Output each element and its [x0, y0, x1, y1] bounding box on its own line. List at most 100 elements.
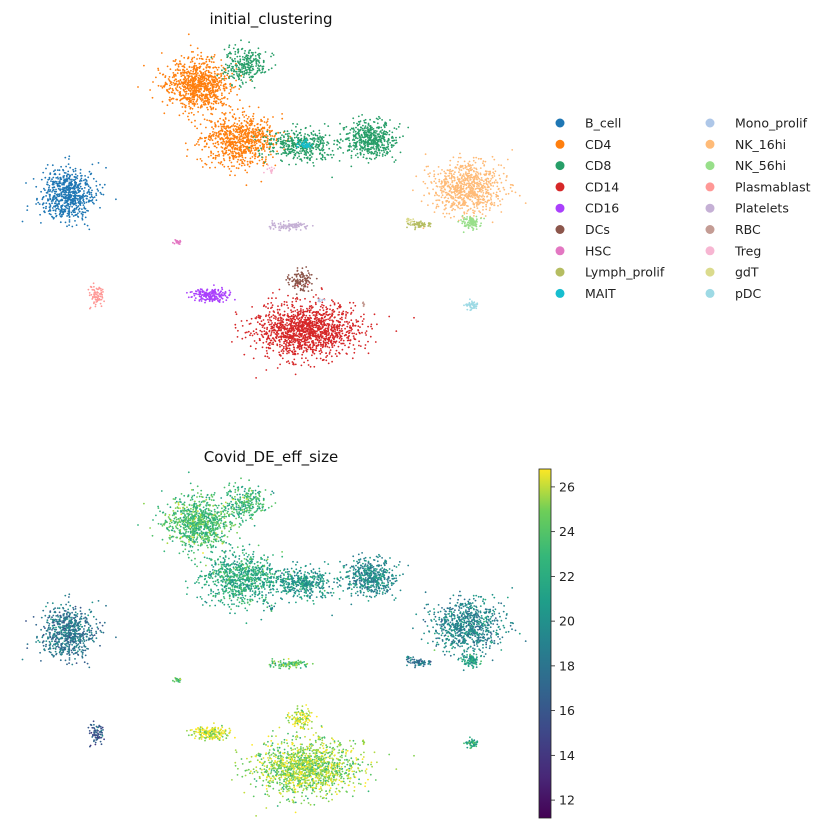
scatter-point [176, 72, 179, 74]
scatter-point [77, 188, 80, 191]
scatter-point [76, 206, 79, 208]
scatter-point [51, 191, 53, 193]
scatter-point [444, 183, 447, 186]
scatter-point [195, 65, 198, 67]
scatter-point [231, 109, 234, 111]
scatter-point [199, 158, 202, 160]
scatter-point [169, 96, 171, 99]
scatter-point [82, 200, 85, 203]
scatter-point [484, 215, 487, 217]
scatter-point [167, 78, 170, 80]
scatter-point [239, 74, 241, 77]
scatter-point [53, 190, 56, 193]
scatter-point [187, 74, 190, 77]
scatter-point [489, 180, 492, 182]
scatter-point [236, 74, 239, 77]
scatter-point [85, 197, 88, 200]
scatter-point [474, 161, 477, 164]
scatter-point [458, 167, 460, 170]
scatter-point [383, 144, 385, 147]
scatter-point [181, 74, 184, 77]
scatter-point [176, 89, 179, 92]
scatter-point [208, 58, 211, 61]
scatter-point [252, 330, 255, 333]
scatter-point [359, 152, 362, 155]
scatter-point [294, 310, 297, 312]
scatter-point [364, 144, 367, 147]
scatter-point [262, 164, 265, 167]
scatter-point [65, 206, 67, 209]
scatter-point [363, 153, 365, 156]
scatter-point [410, 224, 412, 226]
scatter-point [454, 194, 457, 197]
scatter-point [203, 100, 206, 102]
scatter-point [210, 56, 213, 59]
scatter-point [482, 192, 485, 194]
scatter-point [249, 122, 252, 125]
scatter-point [424, 182, 427, 185]
scatter-point [467, 205, 469, 208]
scatter-point [306, 133, 309, 136]
scatter-point [247, 132, 250, 135]
scatter-point [227, 153, 230, 156]
scatter-point [247, 54, 250, 57]
scatter-point [250, 144, 253, 147]
scatter-point [82, 198, 85, 201]
scatter-point [233, 138, 235, 141]
scatter-point [472, 159, 475, 162]
scatter-point [257, 126, 259, 129]
scatter-point [254, 136, 257, 139]
scatter-point [489, 207, 491, 209]
scatter-point [297, 352, 299, 355]
scatter-point [97, 162, 100, 164]
scatter-point [257, 64, 260, 67]
scatter-point [204, 70, 207, 73]
scatter-point [49, 208, 51, 211]
scatter-point [379, 131, 381, 133]
scatter-point [210, 92, 213, 95]
scatter-point [356, 152, 359, 155]
scatter-point [205, 58, 208, 61]
scatter-point [398, 123, 401, 125]
scatter-point [210, 152, 213, 154]
scatter-point [199, 79, 202, 81]
scatter-point [75, 192, 78, 195]
scatter-point [306, 157, 309, 160]
scatter-points [21, 33, 527, 379]
scatter-point [480, 188, 483, 191]
scatter-point [260, 147, 262, 150]
scatter-point [224, 131, 227, 134]
scatter-point [66, 176, 68, 178]
scatter-point [287, 135, 290, 138]
scatter-point [480, 179, 482, 181]
scatter-point [242, 137, 244, 140]
scatter-point [452, 208, 455, 210]
scatter-point [518, 194, 521, 197]
scatter-point [453, 202, 456, 205]
scatter-point [205, 69, 208, 72]
scatter-point [282, 345, 285, 348]
scatter-point [271, 304, 274, 307]
scatter-point [224, 133, 227, 135]
scatter-point [244, 156, 247, 159]
scatter-point [371, 126, 373, 129]
scatter-point [457, 220, 460, 223]
scatter-point [299, 341, 302, 344]
scatter-point [178, 86, 181, 89]
scatter-point [269, 143, 271, 146]
scatter-point [356, 148, 358, 151]
scatter-point [234, 174, 236, 177]
scatter-point [241, 135, 243, 138]
scatter-point [234, 154, 237, 157]
scatter-point [49, 213, 52, 216]
scatter-point [491, 203, 494, 206]
scatter-point [296, 146, 299, 148]
scatter-point [229, 106, 232, 108]
scatter-point [380, 140, 383, 142]
scatter-point [311, 307, 313, 309]
scatter-point [203, 75, 205, 78]
scatter-point [459, 204, 462, 207]
scatter-point [291, 150, 293, 153]
scatter-point [433, 170, 435, 172]
scatter-point [494, 170, 497, 173]
